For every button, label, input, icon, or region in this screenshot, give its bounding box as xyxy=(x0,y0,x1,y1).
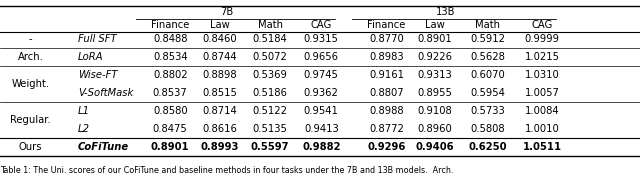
Text: 0.8960: 0.8960 xyxy=(418,124,452,134)
Text: 0.5597: 0.5597 xyxy=(251,142,289,152)
Text: L1: L1 xyxy=(78,106,90,116)
Text: 0.8534: 0.8534 xyxy=(153,52,188,62)
Text: 1.0010: 1.0010 xyxy=(525,124,559,134)
Text: Finance: Finance xyxy=(151,20,189,30)
Text: 0.5135: 0.5135 xyxy=(253,124,287,134)
Text: 0.5122: 0.5122 xyxy=(253,106,287,116)
Text: 0.9999: 0.9999 xyxy=(525,34,559,44)
Text: L2: L2 xyxy=(78,124,90,134)
Text: LoRA: LoRA xyxy=(78,52,104,62)
Text: 0.5808: 0.5808 xyxy=(470,124,505,134)
Text: 0.8898: 0.8898 xyxy=(202,70,237,80)
Text: Table 1: The Uni. scores of our CoFiTune and baseline methods in four tasks unde: Table 1: The Uni. scores of our CoFiTune… xyxy=(0,166,453,173)
Text: 0.9745: 0.9745 xyxy=(304,70,339,80)
Text: 0.9296: 0.9296 xyxy=(367,142,406,152)
Text: 0.8744: 0.8744 xyxy=(202,52,237,62)
Text: Ours: Ours xyxy=(19,142,42,152)
Text: 0.8988: 0.8988 xyxy=(369,106,404,116)
Text: 7B: 7B xyxy=(221,7,234,17)
Text: 0.8772: 0.8772 xyxy=(369,124,404,134)
Text: Math: Math xyxy=(257,20,283,30)
Text: V-SoftMask: V-SoftMask xyxy=(78,88,133,98)
Text: 0.6070: 0.6070 xyxy=(470,70,505,80)
Text: 0.8460: 0.8460 xyxy=(202,34,237,44)
Text: Math: Math xyxy=(475,20,500,30)
Text: 0.8901: 0.8901 xyxy=(151,142,189,152)
Text: Arch.: Arch. xyxy=(18,52,44,62)
Text: 0.9541: 0.9541 xyxy=(304,106,339,116)
Text: 0.8983: 0.8983 xyxy=(369,52,404,62)
Text: Finance: Finance xyxy=(367,20,406,30)
Text: CAG: CAG xyxy=(310,20,332,30)
Text: Full SFT: Full SFT xyxy=(78,34,116,44)
Text: 0.5369: 0.5369 xyxy=(253,70,287,80)
Text: 1.0084: 1.0084 xyxy=(525,106,559,116)
Text: 1.0511: 1.0511 xyxy=(522,142,562,152)
Text: 0.5184: 0.5184 xyxy=(253,34,287,44)
Text: 0.8475: 0.8475 xyxy=(153,124,188,134)
Text: 0.5954: 0.5954 xyxy=(470,88,505,98)
Text: 0.8580: 0.8580 xyxy=(153,106,188,116)
Text: 0.8488: 0.8488 xyxy=(153,34,188,44)
Text: 13B: 13B xyxy=(436,7,456,17)
Text: 0.9882: 0.9882 xyxy=(302,142,340,152)
Text: 0.5628: 0.5628 xyxy=(470,52,505,62)
Text: 0.9656: 0.9656 xyxy=(304,52,339,62)
Text: 0.5733: 0.5733 xyxy=(470,106,505,116)
Text: 1.0215: 1.0215 xyxy=(525,52,559,62)
Text: 0.9406: 0.9406 xyxy=(416,142,454,152)
Text: 0.9226: 0.9226 xyxy=(418,52,452,62)
Text: 0.8616: 0.8616 xyxy=(202,124,237,134)
Text: Law: Law xyxy=(426,20,445,30)
Text: 0.5072: 0.5072 xyxy=(253,52,287,62)
Text: 0.9161: 0.9161 xyxy=(369,70,404,80)
Text: 0.6250: 0.6250 xyxy=(468,142,507,152)
Text: 0.8955: 0.8955 xyxy=(418,88,452,98)
Text: CAG: CAG xyxy=(531,20,553,30)
Text: 1.0310: 1.0310 xyxy=(525,70,559,80)
Text: Law: Law xyxy=(210,20,229,30)
Text: 0.5186: 0.5186 xyxy=(253,88,287,98)
Text: 0.9315: 0.9315 xyxy=(304,34,339,44)
Text: 1.0057: 1.0057 xyxy=(525,88,559,98)
Text: 0.9108: 0.9108 xyxy=(418,106,452,116)
Text: 0.8714: 0.8714 xyxy=(202,106,237,116)
Text: 0.8807: 0.8807 xyxy=(369,88,404,98)
Text: 0.8802: 0.8802 xyxy=(153,70,188,80)
Text: Wise-FT: Wise-FT xyxy=(78,70,118,80)
Text: 0.9362: 0.9362 xyxy=(304,88,339,98)
Text: Weight.: Weight. xyxy=(12,79,50,89)
Text: 0.8901: 0.8901 xyxy=(418,34,452,44)
Text: -: - xyxy=(29,34,33,44)
Text: 0.8770: 0.8770 xyxy=(369,34,404,44)
Text: Regular.: Regular. xyxy=(10,115,51,125)
Text: 0.8515: 0.8515 xyxy=(202,88,237,98)
Text: 0.9413: 0.9413 xyxy=(304,124,339,134)
Text: 0.5912: 0.5912 xyxy=(470,34,505,44)
Text: 0.9313: 0.9313 xyxy=(418,70,452,80)
Text: 0.8537: 0.8537 xyxy=(153,88,188,98)
Text: CoFiTune: CoFiTune xyxy=(78,142,129,152)
Text: 0.8993: 0.8993 xyxy=(200,142,239,152)
